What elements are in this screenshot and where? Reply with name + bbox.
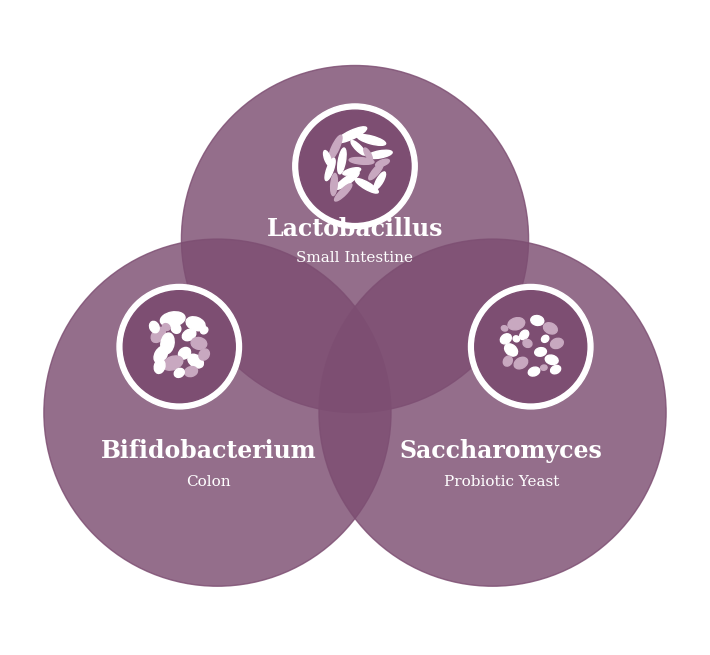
Ellipse shape [338, 148, 346, 174]
Text: Colon: Colon [187, 475, 231, 489]
Ellipse shape [543, 323, 557, 334]
Ellipse shape [335, 172, 359, 189]
Ellipse shape [151, 328, 165, 343]
Ellipse shape [528, 367, 540, 376]
Circle shape [469, 284, 593, 409]
Ellipse shape [368, 163, 383, 179]
Circle shape [117, 284, 241, 409]
Text: Lactobacillus: Lactobacillus [267, 217, 443, 240]
Circle shape [475, 291, 586, 403]
Ellipse shape [200, 327, 208, 334]
Ellipse shape [334, 183, 352, 201]
Ellipse shape [349, 157, 374, 164]
Ellipse shape [523, 339, 532, 347]
Ellipse shape [535, 348, 547, 356]
Ellipse shape [520, 330, 529, 340]
Text: Bifidobacterium: Bifidobacterium [101, 439, 317, 463]
Ellipse shape [154, 359, 165, 373]
Circle shape [182, 66, 528, 413]
Ellipse shape [163, 356, 182, 370]
Ellipse shape [329, 136, 342, 160]
Ellipse shape [331, 174, 337, 196]
Ellipse shape [324, 151, 332, 166]
Circle shape [319, 239, 666, 586]
Ellipse shape [545, 355, 558, 365]
Ellipse shape [364, 148, 372, 160]
Ellipse shape [185, 367, 197, 377]
Ellipse shape [514, 357, 528, 369]
Ellipse shape [160, 312, 185, 327]
Ellipse shape [343, 168, 361, 175]
Ellipse shape [154, 346, 168, 363]
Ellipse shape [368, 150, 392, 159]
Ellipse shape [505, 344, 518, 356]
Ellipse shape [150, 322, 159, 333]
Ellipse shape [160, 333, 174, 354]
Ellipse shape [163, 324, 170, 331]
Ellipse shape [174, 368, 185, 377]
Circle shape [44, 239, 391, 586]
Text: Probiotic Yeast: Probiotic Yeast [444, 475, 559, 489]
Ellipse shape [540, 365, 547, 370]
Ellipse shape [542, 335, 549, 343]
Ellipse shape [182, 329, 196, 341]
Ellipse shape [501, 326, 508, 331]
Ellipse shape [178, 347, 190, 359]
Ellipse shape [188, 354, 203, 368]
Ellipse shape [171, 324, 181, 333]
Ellipse shape [337, 127, 366, 143]
Ellipse shape [531, 316, 544, 326]
Circle shape [124, 291, 235, 403]
Ellipse shape [355, 179, 378, 193]
Ellipse shape [550, 338, 563, 348]
Ellipse shape [508, 318, 525, 330]
Ellipse shape [186, 317, 205, 331]
Ellipse shape [351, 141, 366, 155]
Ellipse shape [376, 159, 389, 166]
Ellipse shape [199, 349, 209, 360]
Ellipse shape [550, 365, 561, 374]
Ellipse shape [374, 172, 386, 189]
Ellipse shape [191, 337, 207, 349]
Text: Small Intestine: Small Intestine [297, 251, 413, 265]
Text: Saccharomyces: Saccharomyces [400, 439, 603, 463]
Ellipse shape [501, 334, 511, 344]
Ellipse shape [503, 356, 513, 366]
Ellipse shape [513, 336, 520, 342]
Ellipse shape [325, 159, 335, 181]
Circle shape [299, 110, 411, 222]
Circle shape [293, 104, 417, 229]
Ellipse shape [357, 134, 386, 145]
